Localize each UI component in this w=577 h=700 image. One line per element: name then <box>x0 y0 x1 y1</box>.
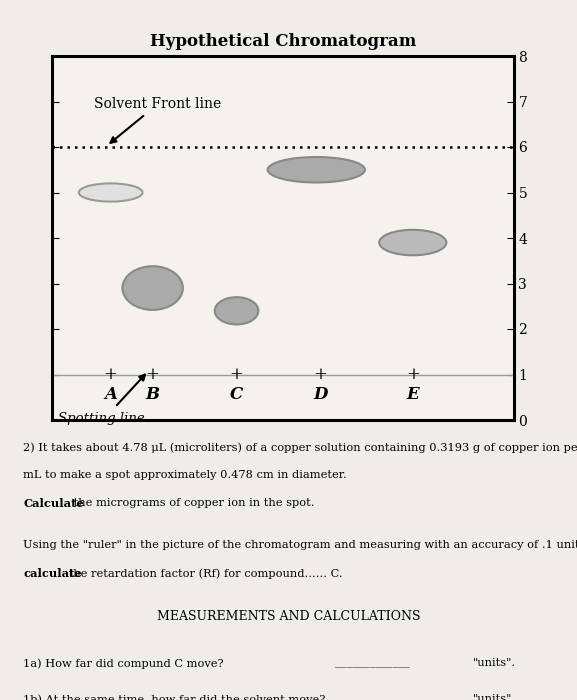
Text: Calculate: Calculate <box>23 498 84 510</box>
Ellipse shape <box>268 157 365 183</box>
Text: _____________: _____________ <box>335 658 410 668</box>
Text: _____________: _____________ <box>335 694 410 700</box>
Title: Hypothetical Chromatogram: Hypothetical Chromatogram <box>149 34 416 50</box>
Ellipse shape <box>379 230 447 256</box>
Ellipse shape <box>122 266 183 310</box>
Text: 1a) How far did compund C move?: 1a) How far did compund C move? <box>23 658 224 668</box>
Text: +: + <box>406 366 419 383</box>
Text: 1b) At the same time, how far did the solvent move?: 1b) At the same time, how far did the so… <box>23 694 325 700</box>
Text: +: + <box>104 366 118 383</box>
Text: 2) It takes about 4.78 μL (microliters) of a copper solution containing 0.3193 g: 2) It takes about 4.78 μL (microliters) … <box>23 442 577 453</box>
Text: A: A <box>104 386 117 403</box>
Text: the retardation factor (Rf) for compound...... C.: the retardation factor (Rf) for compound… <box>65 568 342 579</box>
Text: +: + <box>146 366 160 383</box>
Ellipse shape <box>215 298 258 325</box>
Text: Solvent Front line: Solvent Front line <box>94 97 221 143</box>
Text: D: D <box>313 386 328 403</box>
Text: B: B <box>145 386 160 403</box>
Text: the micrograms of copper ion in the spot.: the micrograms of copper ion in the spot… <box>70 498 315 508</box>
Text: E: E <box>407 386 419 403</box>
Text: "units".: "units". <box>473 658 516 668</box>
Text: +: + <box>313 366 327 383</box>
Text: +: + <box>230 366 243 383</box>
Text: mL to make a spot approximately 0.478 cm in diameter.: mL to make a spot approximately 0.478 cm… <box>23 470 347 480</box>
Text: Spotting line: Spotting line <box>58 412 144 425</box>
Text: MEASUREMENTS AND CALCULATIONS: MEASUREMENTS AND CALCULATIONS <box>157 610 420 624</box>
Text: calculate: calculate <box>23 568 82 580</box>
Text: C: C <box>230 386 243 403</box>
Text: Using the "ruler" in the picture of the chromatogram and measuring with an accur: Using the "ruler" in the picture of the … <box>23 540 577 550</box>
Text: "units".: "units". <box>473 694 516 700</box>
Ellipse shape <box>79 183 143 202</box>
